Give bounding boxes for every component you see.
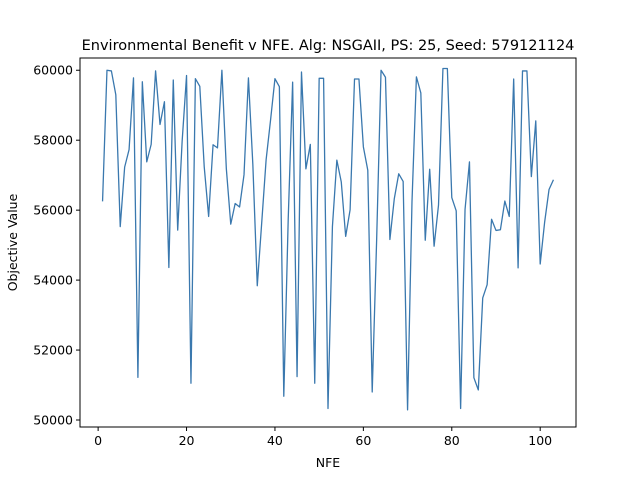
- y-axis: 50000 52000 54000 56000 58000 60000: [33, 63, 80, 428]
- x-axis-label: NFE: [316, 455, 341, 470]
- x-tick-label: 60: [355, 433, 371, 448]
- chart-title: Environmental Benefit v NFE. Alg: NSGAII…: [82, 38, 575, 54]
- plot-frame: [79, 57, 577, 428]
- series-line-0: [101, 67, 555, 411]
- y-axis-label: Objective Value: [5, 193, 20, 291]
- y-tick-label: 58000: [33, 133, 73, 148]
- x-tick-label: 80: [444, 433, 460, 448]
- y-tick-label: 52000: [33, 343, 73, 358]
- x-tick-label: 40: [267, 433, 283, 448]
- x-tick-label: 0: [94, 433, 102, 448]
- y-tick-label: 50000: [33, 413, 73, 428]
- x-tick-label: 100: [528, 433, 552, 448]
- x-axis: 0 20 40 60 80 100: [94, 427, 552, 448]
- x-tick-label: 20: [179, 433, 195, 448]
- y-tick-label: 60000: [33, 63, 73, 78]
- y-tick-label: 56000: [33, 203, 73, 218]
- y-tick-label: 54000: [33, 273, 73, 288]
- series-line-group: [101, 67, 555, 411]
